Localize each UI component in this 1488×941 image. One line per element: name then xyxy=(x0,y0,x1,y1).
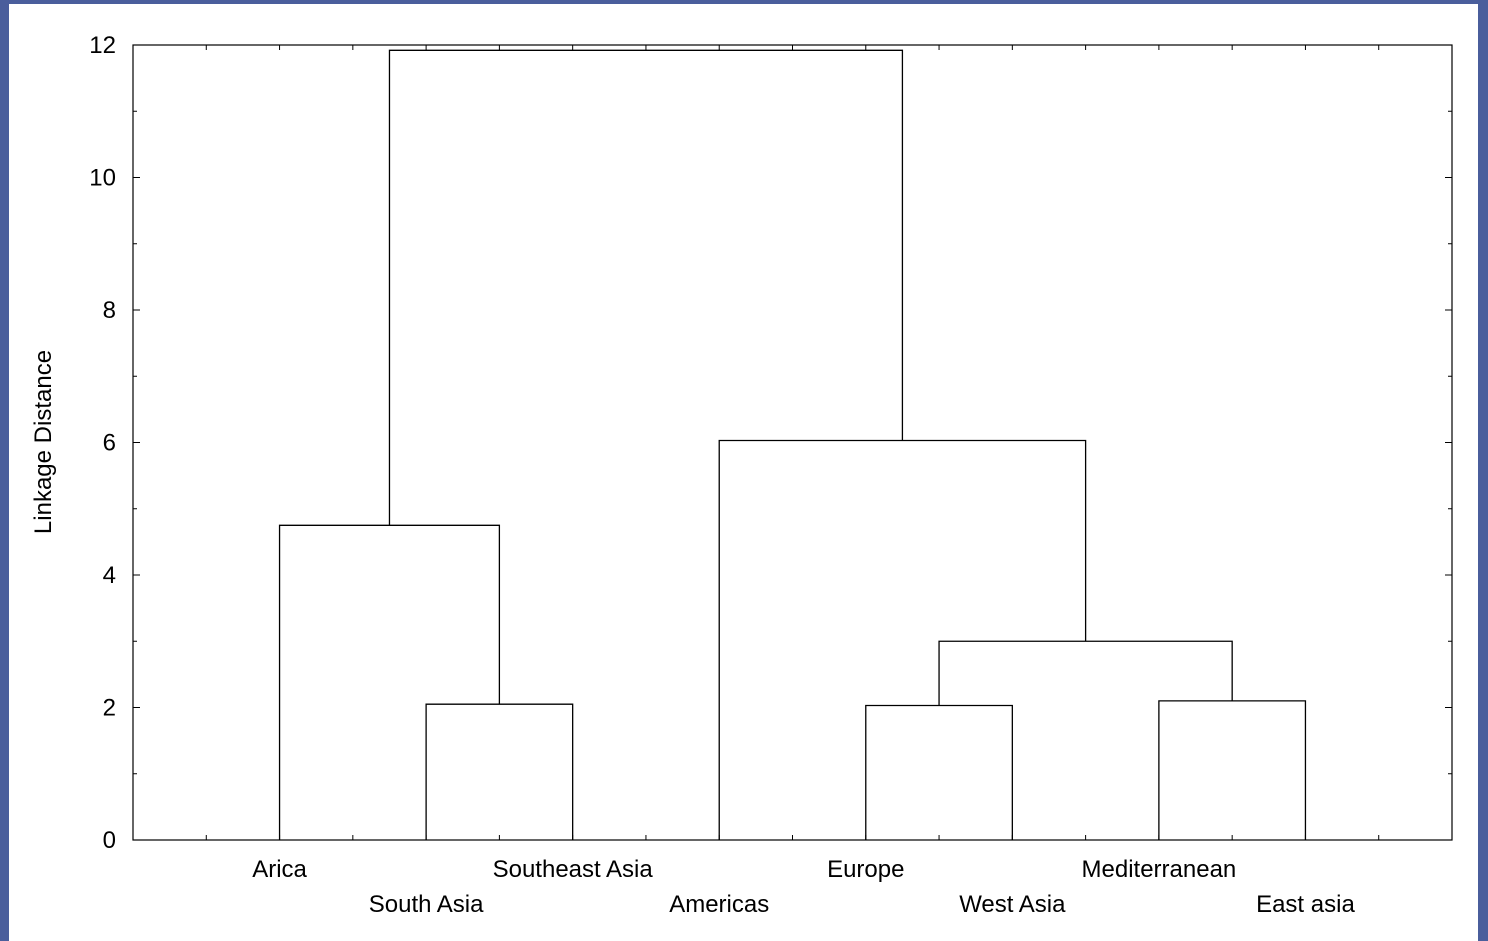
leaf-label: East asia xyxy=(1256,891,1355,918)
dendrogram-link xyxy=(938,640,1233,706)
y-tick-label: 10 xyxy=(89,165,116,192)
dendrogram-link xyxy=(425,703,574,840)
dendrogram-link xyxy=(388,49,904,526)
y-tick-label: 12 xyxy=(89,32,116,59)
y-tick-label: 8 xyxy=(103,297,116,324)
y-tick-label: 2 xyxy=(103,695,116,722)
leaf-label: Mediterranean xyxy=(1082,856,1237,883)
y-axis-label: Linkage Distance xyxy=(30,350,57,534)
leaf-label: Europe xyxy=(827,856,904,883)
y-tick-label: 6 xyxy=(103,430,116,457)
y-tick-label: 0 xyxy=(103,827,116,854)
dendrogram-link xyxy=(278,524,501,840)
y-tick-label: 4 xyxy=(103,562,116,589)
leaf-label: West Asia xyxy=(959,891,1066,918)
dendrogram-chart: 0 2 4 6 8 10 12 Arica South Asia Southeast Asia A… xyxy=(30,32,1453,918)
dendrogram-link xyxy=(718,439,1087,840)
dendrogram-link xyxy=(1158,700,1307,840)
leaf-label: South Asia xyxy=(369,891,484,918)
chart-frame: 0 2 4 6 8 10 12 Arica South Asia Southeast Asia A… xyxy=(9,4,1478,941)
leaf-label: Americas xyxy=(669,891,769,918)
dendrogram-link xyxy=(865,704,1013,840)
plot-area xyxy=(132,44,1453,841)
leaf-label: Arica xyxy=(252,856,307,883)
leaf-label: Southeast Asia xyxy=(493,856,654,883)
